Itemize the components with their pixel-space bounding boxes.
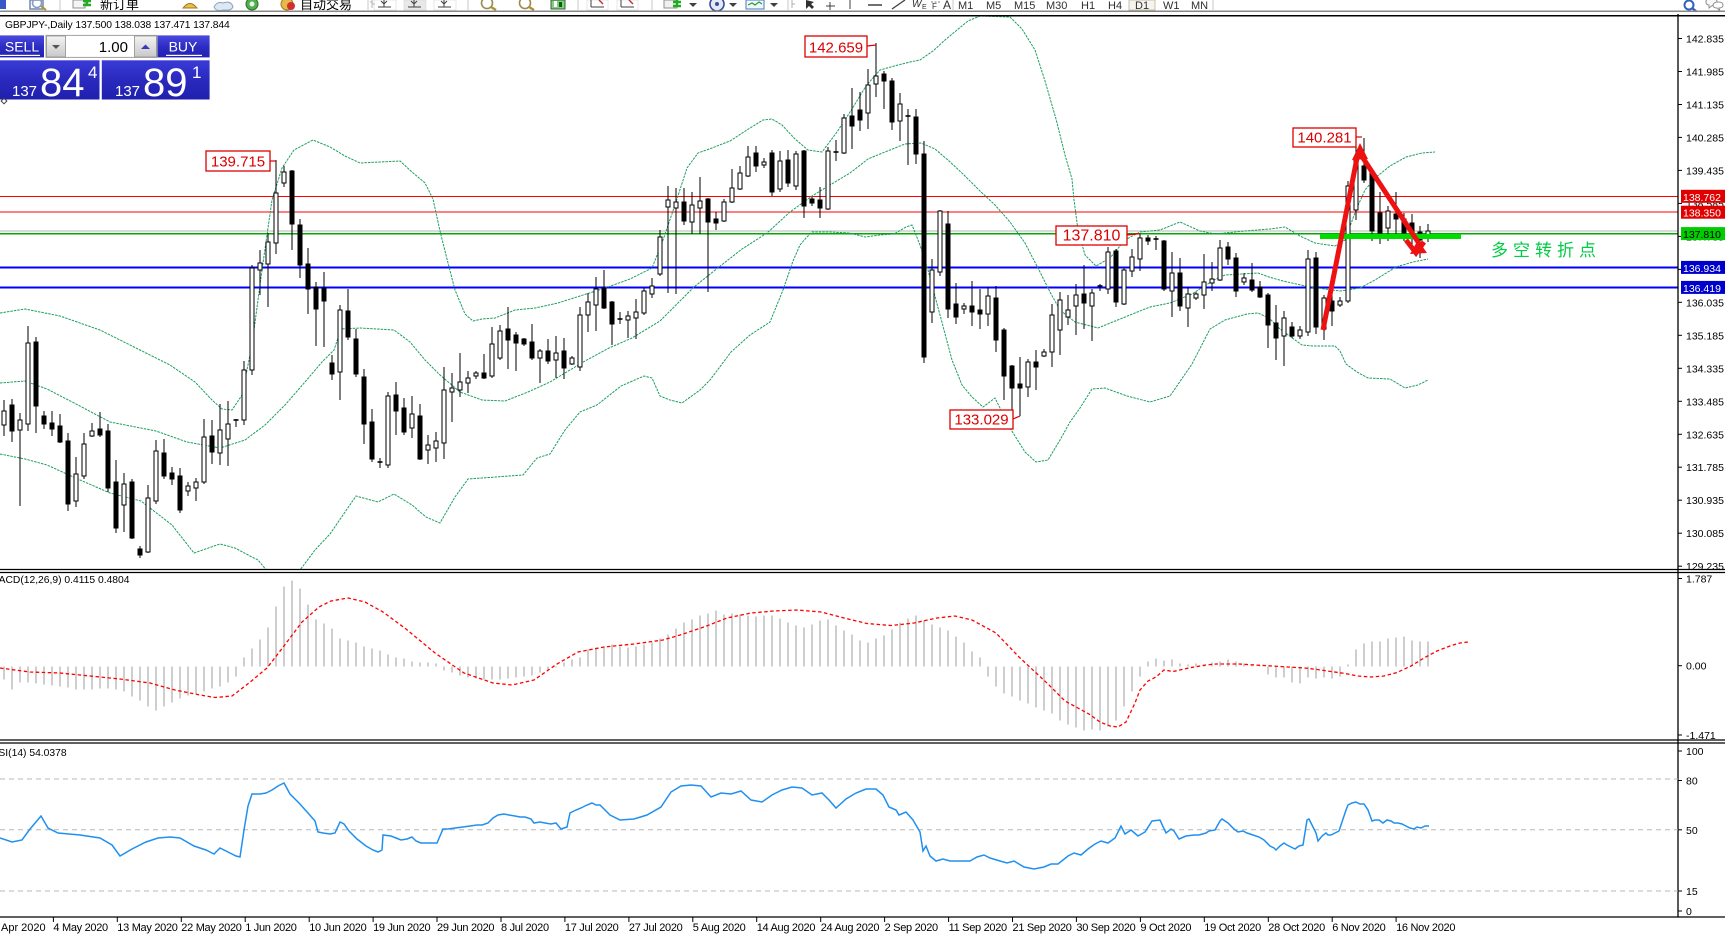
svg-text:0: 0 [1686,906,1692,918]
svg-text:133.485: 133.485 [1686,396,1724,408]
svg-text:M30: M30 [1046,0,1067,12]
svg-text:新订单: 新订单 [100,0,139,12]
svg-text:50: 50 [1686,825,1698,837]
svg-text:141.135: 141.135 [1686,100,1724,112]
svg-text:131.785: 131.785 [1686,462,1724,474]
svg-text:142.835: 142.835 [1686,34,1724,46]
svg-text:15: 15 [1686,886,1698,898]
svg-text:129.235: 129.235 [1686,561,1724,573]
svg-text:1.00: 1.00 [99,39,128,56]
svg-text:5 Aug 2020: 5 Aug 2020 [693,922,746,934]
svg-text:27 Jul 2020: 27 Jul 2020 [629,922,683,934]
svg-text:80: 80 [1686,776,1698,788]
svg-text:10 Jun 2020: 10 Jun 2020 [309,922,366,934]
svg-text:24 Aug 2020: 24 Aug 2020 [821,922,880,934]
svg-text:30 Sep 2020: 30 Sep 2020 [1076,922,1135,934]
svg-text:137: 137 [115,83,140,100]
svg-text:W: W [912,0,923,10]
svg-text:4: 4 [88,63,97,82]
svg-text:M1: M1 [958,0,973,12]
svg-text:17 Jul 2020: 17 Jul 2020 [565,922,619,934]
svg-text:140.281: 140.281 [1297,130,1351,147]
svg-text:137.810: 137.810 [1063,228,1121,245]
svg-text:H1: H1 [1081,0,1095,12]
svg-text:E: E [922,4,927,11]
svg-text:84: 84 [40,61,85,105]
svg-text:MACD(12,26,9) 0.4115 0.4804: MACD(12,26,9) 0.4115 0.4804 [0,575,130,586]
svg-text:130.935: 130.935 [1686,495,1724,507]
svg-text:138.350: 138.350 [1683,208,1721,220]
svg-text:137: 137 [12,83,37,100]
svg-text:89: 89 [143,61,188,105]
svg-text:M15: M15 [1014,0,1035,12]
svg-text:BUY: BUY [169,39,198,55]
svg-text:140.285: 140.285 [1686,132,1724,144]
svg-text:139.435: 139.435 [1686,165,1724,177]
svg-text:29 Jun 2020: 29 Jun 2020 [437,922,494,934]
svg-text:141.985: 141.985 [1686,67,1724,79]
svg-text:133.029: 133.029 [954,412,1008,429]
svg-text:6 Nov 2020: 6 Nov 2020 [1332,922,1385,934]
svg-text:13 May 2020: 13 May 2020 [117,922,177,934]
svg-text:14 Aug 2020: 14 Aug 2020 [757,922,816,934]
svg-text:142.659: 142.659 [809,40,863,57]
svg-text:SELL: SELL [5,39,39,55]
svg-text:139.715: 139.715 [211,154,265,171]
svg-text:136.934: 136.934 [1683,263,1721,275]
svg-text:4 May 2020: 4 May 2020 [53,922,108,934]
svg-text:F: F [932,2,937,11]
svg-text:M5: M5 [986,0,1001,12]
svg-text:19 Oct 2020: 19 Oct 2020 [1204,922,1261,934]
svg-text:136.419: 136.419 [1683,283,1721,295]
svg-text:9 Oct 2020: 9 Oct 2020 [1140,922,1191,934]
svg-text:-1.471: -1.471 [1686,730,1716,742]
svg-text:自动交易: 自动交易 [300,0,352,12]
svg-text:11 Sep 2020: 11 Sep 2020 [949,922,1007,934]
svg-text:22 May 2020: 22 May 2020 [181,922,241,934]
svg-text:W1: W1 [1163,0,1180,12]
svg-text:GBPJPY-,Daily 137.500 138.038: GBPJPY-,Daily 137.500 138.038 137.471 13… [5,20,230,31]
svg-text:21 Sep 2020: 21 Sep 2020 [1013,922,1072,934]
svg-text:MN: MN [1191,0,1208,12]
svg-text:RSI(14) 54.0378: RSI(14) 54.0378 [0,748,67,759]
svg-text:136.035: 136.035 [1686,297,1724,309]
svg-text:H4: H4 [1108,0,1122,12]
svg-text:Apr 2020: Apr 2020 [1,922,46,934]
svg-text:A: A [943,0,951,12]
svg-text:28 Oct 2020: 28 Oct 2020 [1268,922,1325,934]
svg-text:130.085: 130.085 [1686,528,1724,540]
svg-text:2 Sep 2020: 2 Sep 2020 [885,922,938,934]
svg-text:0.00: 0.00 [1686,661,1707,673]
svg-text:134.335: 134.335 [1686,363,1724,375]
svg-text:19 Jun 2020: 19 Jun 2020 [373,922,430,934]
svg-text:1 Jun 2020: 1 Jun 2020 [245,922,297,934]
svg-text:8 Jul 2020: 8 Jul 2020 [501,922,549,934]
svg-text:多空转折点: 多空转折点 [1491,241,1601,260]
svg-text:132.635: 132.635 [1686,429,1724,441]
svg-text:137.810: 137.810 [1683,229,1721,241]
svg-text:135.185: 135.185 [1686,330,1724,342]
svg-text:D1: D1 [1135,0,1149,12]
svg-text:1.787: 1.787 [1686,574,1712,586]
svg-text:16 Nov 2020: 16 Nov 2020 [1396,922,1455,934]
svg-text:1: 1 [192,63,201,82]
svg-text:138.762: 138.762 [1683,192,1721,204]
svg-text:100: 100 [1686,746,1704,758]
